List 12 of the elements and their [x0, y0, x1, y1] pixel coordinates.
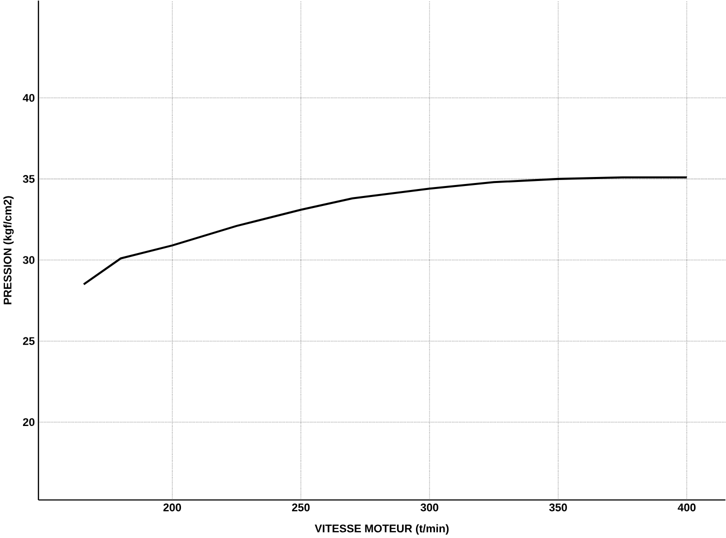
- y-tick-label: 30: [22, 256, 34, 264]
- y-tick-label: 25: [22, 337, 35, 346]
- y-tick-label: 20: [22, 418, 34, 426]
- x-tick-label: 400: [678, 504, 696, 512]
- y-tick-label: 35: [22, 175, 35, 183]
- x-axis-title: VITESSE MOTEUR (t/min): [314, 524, 449, 535]
- y-tick-label: 40: [22, 94, 34, 102]
- x-tick-label: 200: [163, 504, 181, 512]
- x-tick-label: 300: [420, 504, 438, 512]
- y-axis-title: PRESSION (kgf/cm2): [3, 196, 14, 304]
- x-tick-label: 350: [549, 504, 567, 512]
- x-tick-label: 250: [292, 504, 310, 512]
